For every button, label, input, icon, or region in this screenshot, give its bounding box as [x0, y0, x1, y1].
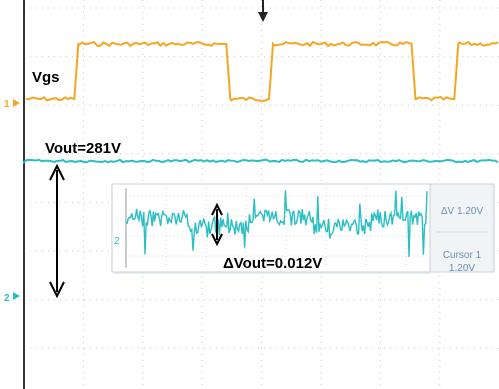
delta-v-readout: ΔV 1.20V: [441, 206, 484, 217]
inset-delta-arrow-icon: [211, 202, 223, 247]
readout-panel-bg: [429, 183, 495, 273]
ch1-marker: 1: [4, 99, 20, 110]
delta-vout-label: ΔVout=0.012V: [223, 255, 322, 272]
zoom-inset: 2 ΔVout=0.012V: [111, 183, 431, 274]
ch2-marker-label: 2: [4, 293, 10, 304]
cursor-readout-panel: ΔV 1.20V Cursor 1 1.20V: [429, 183, 495, 274]
trigger-position-icon: [258, 12, 268, 22]
vgs-trace: [25, 40, 499, 102]
ch1-marker-label: 1: [4, 99, 10, 110]
cursor-value: 1.20V: [449, 263, 475, 274]
inset-ch2-marker: 2: [114, 236, 120, 247]
vout-label: Vout=281V: [45, 140, 121, 157]
ch2-marker-arrow-icon: [13, 292, 20, 300]
vout-double-arrow-icon: [49, 163, 65, 299]
ch1-marker-arrow-icon: [13, 99, 20, 107]
ch2-marker: 2: [4, 292, 20, 304]
vgs-label: Vgs: [32, 69, 60, 86]
vout-trace: [23, 158, 499, 164]
cursor-title: Cursor 1: [443, 250, 482, 261]
inset-ripple-trace: [126, 190, 428, 257]
